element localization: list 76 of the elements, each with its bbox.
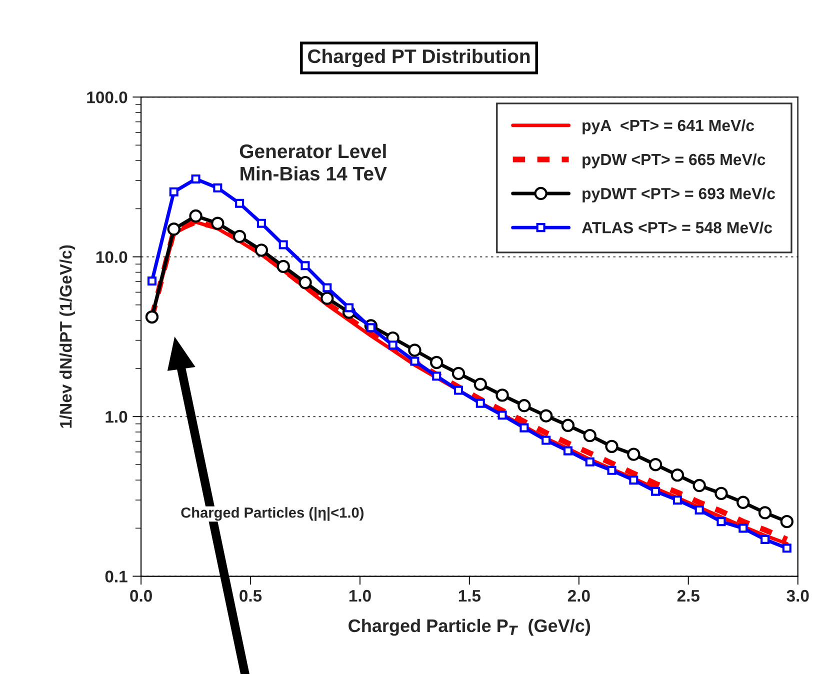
point [474,378,487,391]
point [145,310,159,324]
point [452,366,466,380]
point [256,218,266,228]
point [232,230,246,244]
point [629,476,638,485]
point [454,386,464,395]
point [760,534,770,544]
point [276,260,290,274]
point [736,496,750,510]
y-tick-label: 0.1 [105,570,128,582]
point [167,222,180,236]
point [298,276,312,290]
point [539,409,553,422]
chart-title: Charged PT Distribution [308,48,530,68]
point [235,198,244,208]
x-axis-title: Charged Particle P$_{T}$ (GeV/c) [348,618,590,636]
point [496,388,509,402]
legend-label: pyDWT <PT> = 693 MeV/c [582,188,776,202]
point [520,423,529,432]
point [388,340,398,350]
point [191,174,200,184]
point [254,244,268,257]
point [278,240,288,250]
annotation: Charged Particles (|η|<1.0) [181,507,364,521]
point [410,356,420,366]
annotation: Generator Level Min-Bias 14 TeV [240,144,387,181]
point [322,283,332,292]
x-tick-label: 2.5 [677,590,700,602]
point [583,428,596,442]
point [651,486,660,496]
legend-label: pyDW <PT> = 665 MeV/c [582,153,766,168]
point [607,466,616,475]
point [694,505,704,514]
y-axis-title: 1/Nev dN/dPT (1/GeV/c) [59,245,76,428]
y-tick-label: 1.0 [106,410,128,423]
point [780,514,794,528]
point [672,496,682,505]
point [147,276,157,286]
point [563,446,572,456]
point [344,303,354,312]
point [585,457,594,466]
point [738,524,748,533]
point [300,261,310,270]
point [782,544,792,553]
y-tick-label: 100.0 [87,91,128,104]
point [542,436,551,445]
point [627,448,640,461]
x-tick-label: 3.0 [786,590,809,602]
point [605,440,618,454]
point [169,187,178,196]
x-tick-label: 1.5 [458,590,481,602]
point [430,356,444,370]
point [320,292,334,305]
legend-label: pyA <PT> = 641 MeV/c [582,119,754,134]
x-tick-label: 2.0 [568,590,590,602]
point [432,372,442,381]
point [408,344,422,357]
point [714,486,728,500]
x-tick-label: 1.0 [349,590,371,602]
legend-label: ATLAS <PT> = 548 MeV/c [582,222,772,234]
point [211,216,224,230]
point [189,209,202,223]
point [716,517,726,526]
point [670,468,684,482]
point [518,399,531,412]
y-tick-label: 10.0 [96,251,128,263]
x-tick-label: 0.5 [240,590,262,602]
point [648,458,662,472]
point [692,478,706,492]
point [213,183,222,192]
point [561,418,575,432]
point [498,410,507,420]
point [476,398,485,408]
point [758,506,772,520]
x-tick-label: 0.0 [130,590,152,602]
